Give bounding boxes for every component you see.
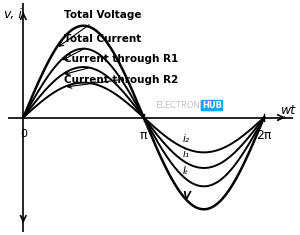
Text: Total Voltage: Total Voltage xyxy=(59,10,141,46)
Text: Current through R1: Current through R1 xyxy=(64,55,178,75)
Text: v, i: v, i xyxy=(4,8,22,21)
Text: Iₜ: Iₜ xyxy=(183,166,189,176)
Text: i₁: i₁ xyxy=(182,149,189,159)
Text: wt: wt xyxy=(281,104,296,117)
Text: π: π xyxy=(140,129,147,141)
Text: i₂: i₂ xyxy=(182,134,189,144)
Text: Current through R2: Current through R2 xyxy=(64,75,178,88)
Text: HUB: HUB xyxy=(202,101,222,110)
Text: 2π: 2π xyxy=(256,129,272,141)
Text: Total Current: Total Current xyxy=(63,34,141,60)
Text: V: V xyxy=(182,191,190,200)
Text: 0: 0 xyxy=(20,129,27,138)
Text: ELECTRONICS: ELECTRONICS xyxy=(155,101,214,110)
